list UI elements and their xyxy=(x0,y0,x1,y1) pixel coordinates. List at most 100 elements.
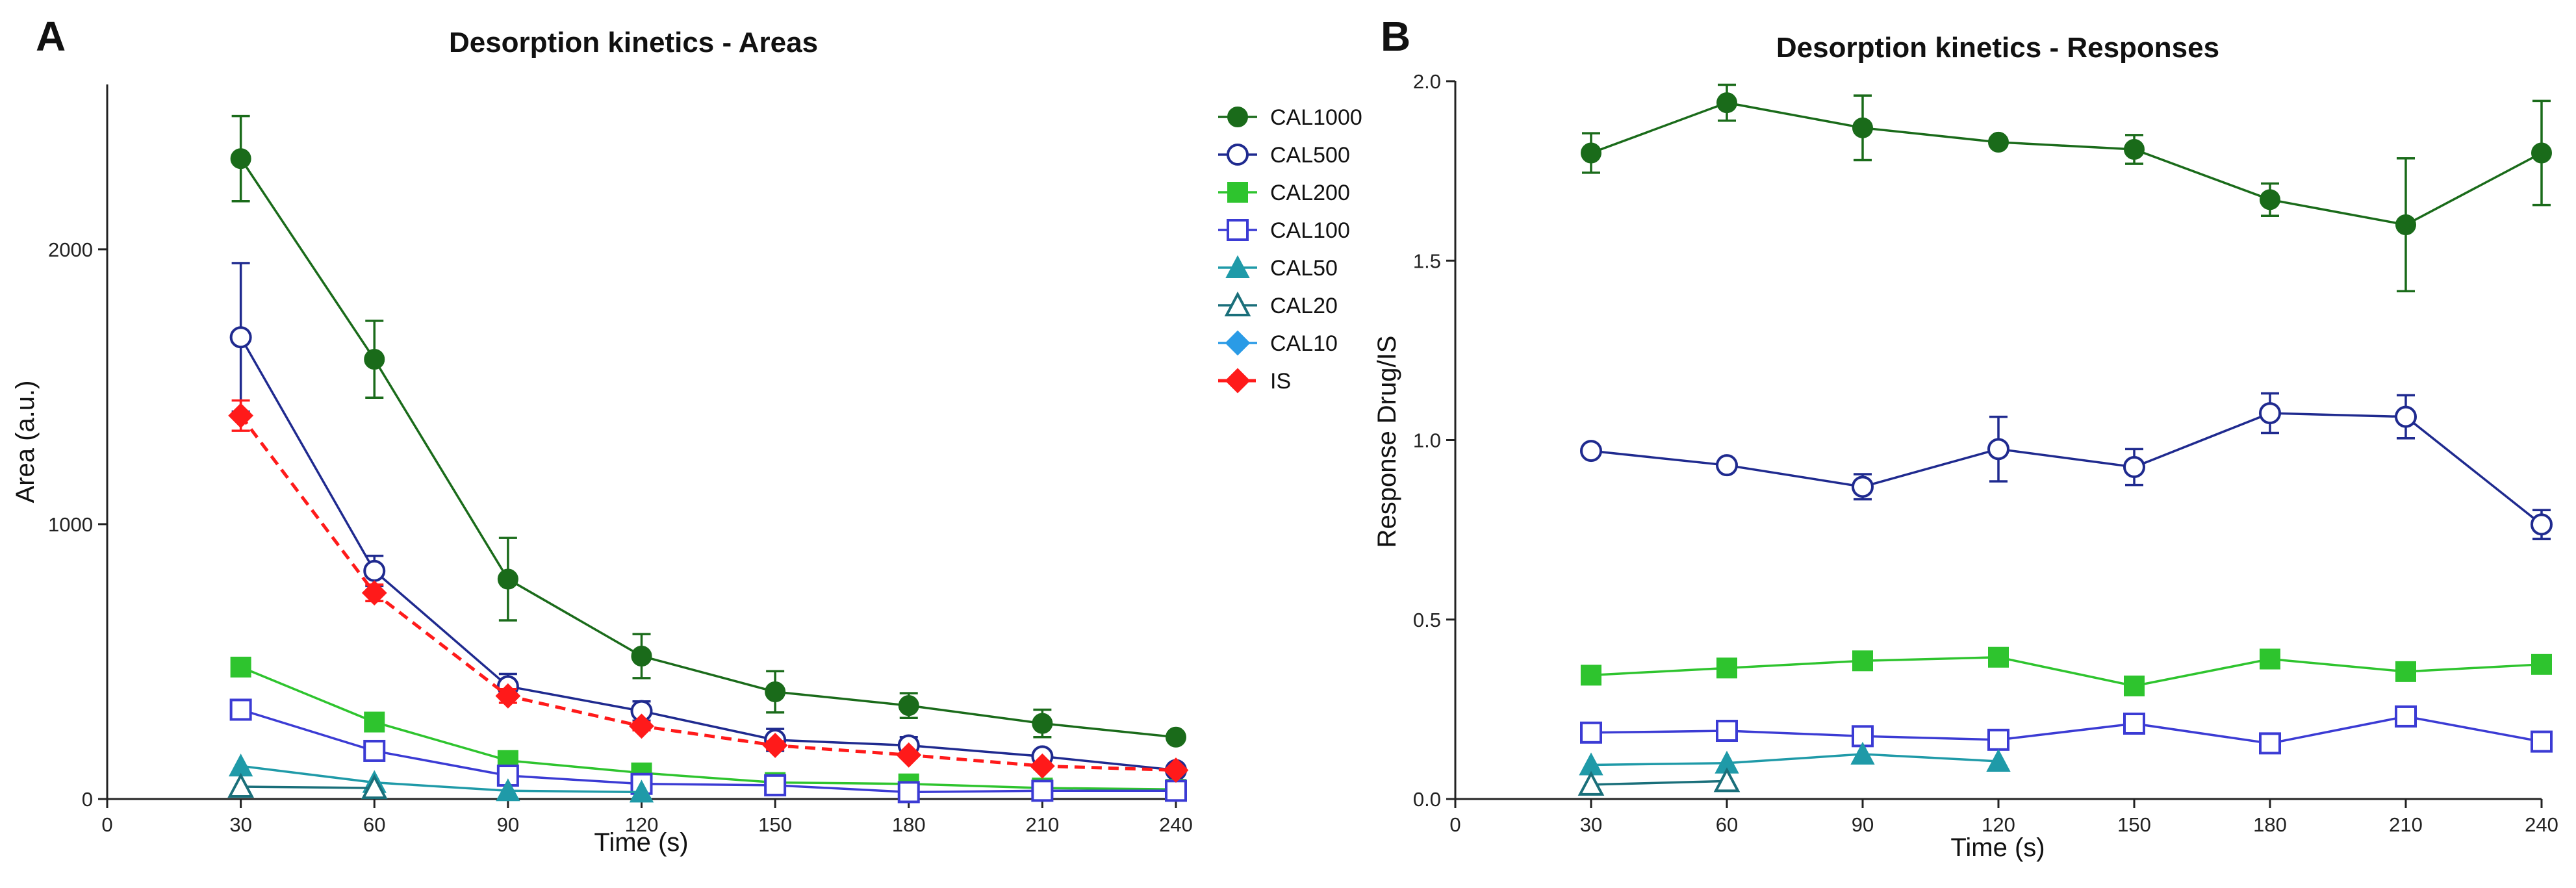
legend-label-cal500: CAL500 xyxy=(1270,143,1350,168)
panel-a-point-is xyxy=(629,713,654,739)
panel-a-y-tick-label: 2000 xyxy=(48,238,93,261)
panel-a-x-tick-label: 210 xyxy=(1026,813,1060,836)
panel-b-letter: B xyxy=(1381,13,1410,60)
panel-b-point-cal100 xyxy=(1716,720,1738,742)
legend-marker-cal20 xyxy=(1224,291,1251,316)
panel-b-point-cal100 xyxy=(2123,712,2145,735)
legend-marker-cal50 xyxy=(1225,255,1250,278)
panel-b-point-cal50 xyxy=(1850,741,1875,765)
panel-a-point-cal200 xyxy=(230,656,251,678)
panel-b-title: Desorption kinetics - Responses xyxy=(1776,32,2219,64)
panel-a-series-cal20 xyxy=(227,772,388,800)
panel-a-point-is xyxy=(896,742,922,768)
panel-a-series-is xyxy=(228,399,1189,783)
panel-a-point-cal1000 xyxy=(1032,713,1053,734)
panel-b-point-cal200 xyxy=(1581,665,1601,686)
panel-a-series-cal50 xyxy=(228,754,654,803)
panel-b-point-cal500 xyxy=(1852,476,1874,498)
panel-b-point-cal500 xyxy=(1580,440,1602,463)
panel-b-y-tick-label: 0.0 xyxy=(1413,788,1441,811)
panel-b-x-tick-label: 180 xyxy=(2253,813,2287,836)
panel-b-x-tick-label: 30 xyxy=(1580,813,1602,836)
panel-b-point-cal1000 xyxy=(2124,138,2145,160)
panel-a-series-line-cal50 xyxy=(240,765,642,794)
panel-b-point-cal1000 xyxy=(1581,142,1601,164)
panel-b-point-cal500 xyxy=(1716,454,1738,477)
panel-a-point-cal100 xyxy=(363,739,386,762)
panel-b-point-cal500 xyxy=(2123,455,2145,478)
panel-b-x-tick-label: 150 xyxy=(2117,813,2151,836)
panel-a-point-cal1000 xyxy=(631,646,652,666)
panel-a-point-cal100 xyxy=(1031,780,1054,802)
panel-a-point-cal1000 xyxy=(765,681,786,702)
legend-item-cal1000: CAL1000 xyxy=(1218,105,1362,130)
panel-b-point-cal100 xyxy=(2259,732,2281,755)
legend-item-is: IS xyxy=(1218,368,1291,394)
legend-label-cal20: CAL20 xyxy=(1270,294,1338,318)
panel-b-point-cal1000 xyxy=(2395,214,2416,235)
panel-a-legend: CAL1000 CAL500 CAL200 CAL100 CAL50 CAL20 CAL10… xyxy=(1218,105,1362,394)
panel-a-series-line-cal100 xyxy=(240,708,1176,794)
panel-a-x-tick-label: 150 xyxy=(758,813,792,836)
panel-a-x-tick-label: 180 xyxy=(892,813,926,836)
panel-a-title: Desorption kinetics - Areas xyxy=(449,27,818,58)
panel-b-point-cal1000 xyxy=(1852,117,1873,138)
panel-b-series-line-cal50 xyxy=(1590,753,1999,767)
panel-a-point-cal50 xyxy=(629,780,654,803)
panel-b-series-line-cal1000 xyxy=(1590,101,2542,226)
legend-label-cal100: CAL100 xyxy=(1270,218,1350,243)
panel-a-x-tick-label: 240 xyxy=(1159,813,1193,836)
panel-b-x-tick-label: 120 xyxy=(1982,813,2015,836)
panel-a-point-cal100 xyxy=(764,774,787,796)
panel-a-point-is xyxy=(228,403,254,429)
panel-b-series-line-cal200 xyxy=(1590,656,2542,687)
legend-label-cal50: CAL50 xyxy=(1270,256,1338,281)
panel-b-y-tick-label: 2.0 xyxy=(1413,70,1441,93)
panel-b-point-cal50 xyxy=(1986,748,2011,772)
panel-b-series-cal200 xyxy=(1581,646,2552,696)
panel-b-series-line-cal500 xyxy=(1590,412,2543,526)
panel-b-point-cal1000 xyxy=(1716,92,1737,114)
panel-b-x-tick-label: 90 xyxy=(1852,813,1874,836)
panel-a-point-cal1000 xyxy=(364,349,385,370)
panel-b-point-cal100 xyxy=(2395,705,2417,728)
panel-b-point-cal1000 xyxy=(2531,142,2552,164)
panel-a-point-is xyxy=(361,580,387,606)
legend-marker-is xyxy=(1225,368,1251,394)
legend-marker-cal200 xyxy=(1227,182,1248,203)
panel-b-y-tick-label: 1.0 xyxy=(1413,429,1441,452)
panel-b-x-tick-label: 0 xyxy=(1449,813,1460,836)
panel-a-y-tick-label: 0 xyxy=(82,788,93,811)
legend-label-is: IS xyxy=(1270,369,1291,394)
panel-a-point-cal500 xyxy=(229,326,252,349)
panel-b-point-cal20 xyxy=(1577,770,1605,796)
panel-a-point-cal1000 xyxy=(497,568,518,590)
panel-a-x-tick-label: 0 xyxy=(101,813,112,836)
legend-label-cal1000: CAL1000 xyxy=(1270,105,1362,130)
panel-a-series-line-cal500 xyxy=(240,336,1177,772)
panel-b-point-cal20 xyxy=(1713,767,1741,793)
legend-marker-cal1000 xyxy=(1227,107,1248,127)
panel-b-point-cal100 xyxy=(2531,730,2553,753)
panel-a-point-is xyxy=(495,683,521,709)
panel-a-series-line-is xyxy=(239,414,1177,772)
legend-item-cal200: CAL200 xyxy=(1218,181,1350,205)
panel-b-chart: B Desorption kinetics - Responses 0 30 60 9… xyxy=(1373,13,2558,862)
panel-a-x-tick-label: 90 xyxy=(497,813,519,836)
panel-a-point-is xyxy=(1029,753,1055,779)
panel-b-series-cal100 xyxy=(1580,705,2553,755)
legend-item-cal10: CAL10 xyxy=(1218,330,1338,356)
panel-a-x-tick-label: 120 xyxy=(625,813,659,836)
panel-a-point-cal100 xyxy=(897,781,920,804)
panel-b-y-axis-label: Response Drug/IS xyxy=(1373,336,1401,548)
panel-b-point-cal200 xyxy=(2124,675,2145,696)
panel-b-point-cal500 xyxy=(2259,402,2281,425)
panel-b-series-cal20 xyxy=(1577,767,1741,796)
panel-b-point-cal200 xyxy=(2531,653,2552,675)
panel-a-point-cal100 xyxy=(229,698,252,721)
panel-b-point-cal100 xyxy=(1987,728,2009,751)
panel-b-series-line-cal20 xyxy=(1590,780,1728,786)
panel-a-point-cal500 xyxy=(363,559,386,582)
panel-a-point-cal100 xyxy=(1165,780,1187,802)
